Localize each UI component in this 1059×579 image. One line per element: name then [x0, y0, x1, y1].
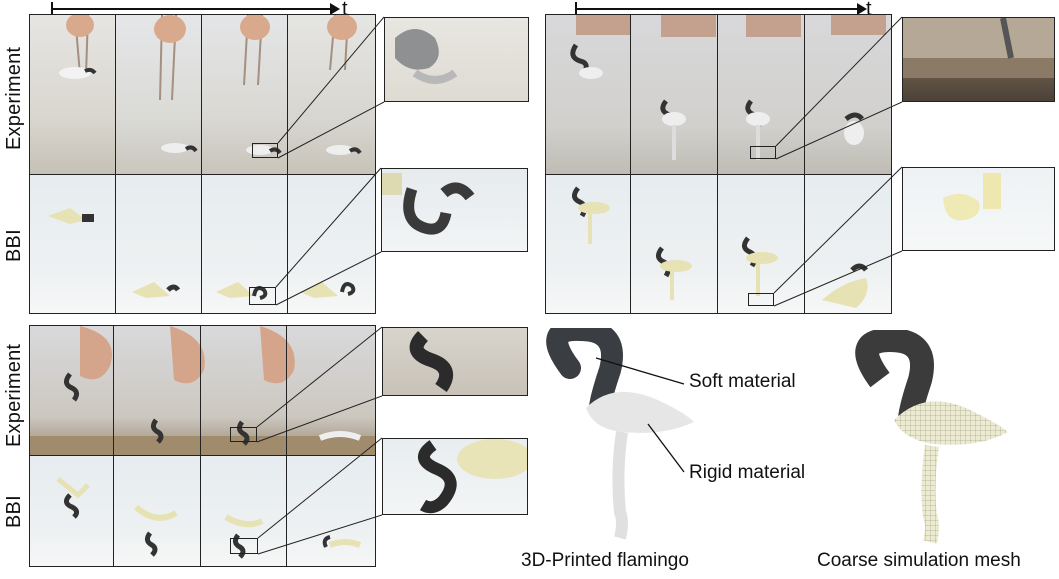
experiment-photo-content [570, 15, 886, 160]
callout-soft-material: Soft material [689, 371, 796, 392]
frame-divider [287, 14, 288, 314]
bbi-sim-content [572, 186, 868, 308]
timeline-start-tick [575, 2, 577, 16]
frame-divider [630, 14, 631, 314]
bbi-sim-strip [29, 174, 376, 314]
frame-divider [286, 325, 287, 567]
row-divider [545, 174, 892, 175]
frame-divider [201, 14, 202, 314]
frame-divider [200, 325, 201, 567]
experiment-photo-content [30, 326, 375, 455]
caption-3d-printed-flamingo: 3D-Printed flamingo [521, 550, 689, 571]
timeline-arrowhead [330, 3, 340, 15]
experiment-photo-strip-bottom [29, 325, 376, 455]
zoom-image [395, 29, 458, 84]
time-axis-label: t [866, 0, 872, 20]
experiment-photo-content [59, 15, 362, 155]
zoom-inset-experiment-right [902, 17, 1055, 102]
frame-divider [113, 325, 114, 567]
selection-box-bbi-right [748, 293, 774, 306]
callout-rigid-material: Rigid material [689, 462, 806, 483]
zoom-image [903, 18, 1054, 78]
zoom-image [943, 173, 1001, 221]
zoom-image [418, 439, 527, 514]
frame-divider [804, 14, 805, 314]
timeline-start-tick [51, 2, 53, 16]
selection-box-bbi-bottom [230, 538, 258, 554]
bbi-sim-strip-bottom [29, 455, 376, 567]
bbi-sim-content [48, 208, 356, 300]
selection-box-bbi [249, 287, 276, 305]
printed-flamingo-image [546, 328, 694, 540]
zoom-inset-bbi-right [902, 167, 1055, 251]
selection-box-experiment-right [750, 146, 776, 159]
row-divider [29, 455, 376, 456]
timeline-top-left [51, 2, 340, 16]
experiment-photo-strip-right [545, 14, 892, 174]
zoom-inset-bbi-bottom [382, 438, 528, 515]
caption-coarse-simulation-mesh: Coarse simulation mesh [817, 550, 1021, 571]
experiment-photo-strip [29, 14, 376, 174]
zoom-image [409, 331, 454, 393]
zoom-inset-experiment-bottom [382, 327, 528, 396]
time-axis-label: t [342, 0, 348, 20]
frame-divider [115, 14, 116, 314]
zoom-inset-experiment [384, 17, 529, 102]
simulation-mesh-image [855, 330, 1008, 544]
timeline-top-right [575, 2, 867, 16]
selection-box-experiment [252, 143, 278, 158]
row-divider [29, 174, 376, 175]
frame-divider [717, 14, 718, 314]
bbi-sim-content [56, 477, 362, 559]
zoom-image [382, 173, 475, 235]
selection-box-experiment-bottom [230, 427, 257, 442]
bbi-sim-strip-right [545, 174, 892, 314]
timeline-arrowhead [857, 3, 867, 15]
zoom-inset-bbi [381, 168, 528, 252]
photo-frame-1 [30, 15, 116, 174]
